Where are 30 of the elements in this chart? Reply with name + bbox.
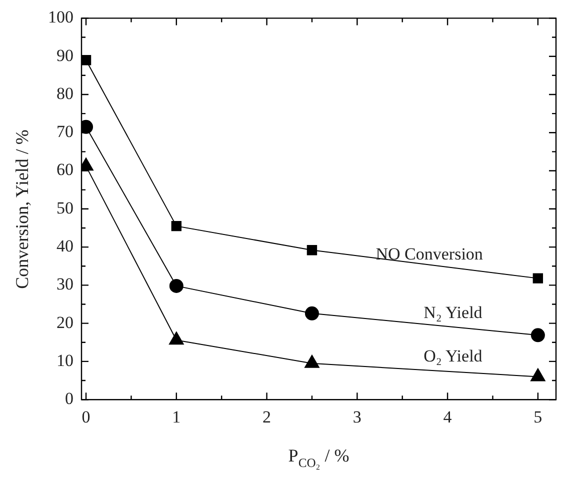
y-tick-label: 20 — [56, 312, 74, 332]
point — [304, 306, 319, 320]
y-tick-label: 60 — [56, 160, 74, 180]
point — [530, 328, 545, 342]
point — [171, 220, 182, 232]
y-tick-label: 50 — [56, 198, 74, 218]
series-label: NO Conversion — [376, 244, 484, 264]
y-tick-label: 30 — [56, 274, 74, 294]
y-tick-label: 0 — [65, 389, 74, 408]
point — [304, 354, 320, 368]
y-tick-label: 90 — [56, 46, 74, 65]
point — [530, 368, 546, 382]
y-tick-label: 10 — [56, 350, 74, 370]
x-tick-label: 0 — [82, 407, 90, 426]
y-tick-label: 70 — [56, 122, 74, 142]
point — [306, 244, 318, 256]
x-tick-label: 1 — [172, 407, 181, 426]
y-tick-label: 40 — [56, 236, 74, 256]
x-tick-label: 2 — [262, 407, 272, 426]
x-tick-label: 4 — [443, 407, 452, 426]
point — [532, 273, 544, 284]
point — [169, 278, 184, 293]
series-label: N₂ Yield — [424, 302, 483, 322]
series-label: O₂ Yield — [424, 346, 483, 366]
y-tick-label: 80 — [56, 84, 74, 103]
x-tick-label: 5 — [534, 407, 542, 426]
x-tick-label: 3 — [352, 407, 362, 426]
point — [168, 332, 184, 345]
y-tick-label: 100 — [48, 8, 74, 27]
y-axis-title: Conversion, Yield / % — [12, 130, 32, 289]
